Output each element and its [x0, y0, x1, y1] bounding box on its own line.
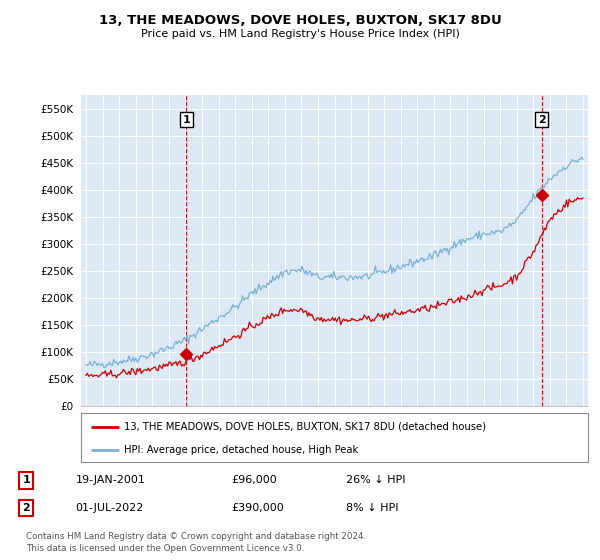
FancyBboxPatch shape: [81, 413, 588, 462]
Text: 8% ↓ HPI: 8% ↓ HPI: [346, 503, 398, 513]
Text: 13, THE MEADOWS, DOVE HOLES, BUXTON, SK17 8DU: 13, THE MEADOWS, DOVE HOLES, BUXTON, SK1…: [98, 14, 502, 27]
Text: HPI: Average price, detached house, High Peak: HPI: Average price, detached house, High…: [124, 445, 358, 455]
Text: This data is licensed under the Open Government Licence v3.0.: This data is licensed under the Open Gov…: [26, 544, 305, 553]
Text: Contains HM Land Registry data © Crown copyright and database right 2024.: Contains HM Land Registry data © Crown c…: [26, 533, 367, 542]
Text: £390,000: £390,000: [231, 503, 284, 513]
Text: 26% ↓ HPI: 26% ↓ HPI: [346, 475, 406, 486]
Text: £96,000: £96,000: [231, 475, 277, 486]
Text: 19-JAN-2001: 19-JAN-2001: [76, 475, 145, 486]
Text: 13, THE MEADOWS, DOVE HOLES, BUXTON, SK17 8DU (detached house): 13, THE MEADOWS, DOVE HOLES, BUXTON, SK1…: [124, 422, 486, 432]
Text: Price paid vs. HM Land Registry's House Price Index (HPI): Price paid vs. HM Land Registry's House …: [140, 29, 460, 39]
Text: 2: 2: [23, 503, 30, 513]
Text: 1: 1: [182, 115, 190, 124]
Text: 2: 2: [538, 115, 545, 124]
Text: 01-JUL-2022: 01-JUL-2022: [76, 503, 144, 513]
Text: 1: 1: [23, 475, 30, 486]
